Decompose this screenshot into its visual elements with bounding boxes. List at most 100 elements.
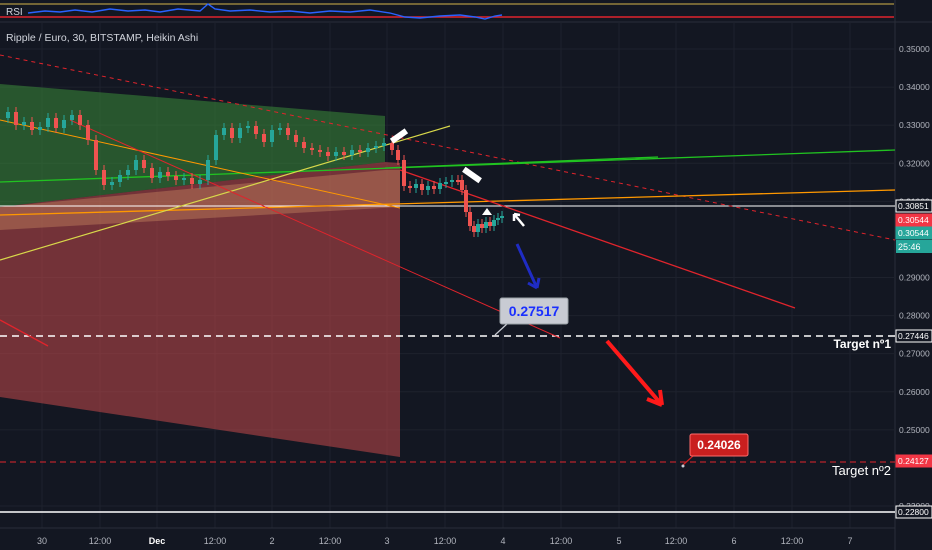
candle-body xyxy=(350,150,354,155)
candle-body xyxy=(198,180,202,184)
price-tag-box xyxy=(895,329,932,343)
candle-body xyxy=(334,152,338,156)
candle-body xyxy=(190,178,194,184)
candle-body xyxy=(238,128,242,138)
candle-body xyxy=(262,134,266,142)
candle-body xyxy=(420,184,424,190)
candle-body xyxy=(460,180,464,190)
candle-body xyxy=(214,135,218,160)
x-tick-label: Dec xyxy=(149,536,166,546)
candle-body xyxy=(174,176,178,180)
candle-body xyxy=(206,160,210,180)
candle-body xyxy=(102,170,106,185)
candle-body xyxy=(30,122,34,130)
price-tag-box xyxy=(895,505,932,519)
white-pointer-icon xyxy=(512,212,525,227)
green-zone xyxy=(0,84,385,207)
target2-label: Target nº2 xyxy=(832,463,891,478)
y-tick-label: 0.26000 xyxy=(899,387,930,397)
candle-body xyxy=(270,130,274,142)
y-tick-label: 0.27000 xyxy=(899,349,930,359)
candle-body xyxy=(358,150,362,152)
blue-arrow-icon xyxy=(515,243,541,290)
y-tick-label: 0.33000 xyxy=(899,120,930,130)
rsi-pane: RSI xyxy=(0,3,894,20)
candle-body xyxy=(496,218,500,220)
price-tag-value: 0.24127 xyxy=(898,456,929,466)
chart-title: Ripple / Euro, 30, BITSTAMP, Heikin Ashi xyxy=(6,32,198,44)
flag-marker-1 xyxy=(389,128,409,144)
price-tag-value: 0.30851 xyxy=(898,201,929,211)
candle-body xyxy=(326,152,330,156)
candle-body xyxy=(78,115,82,125)
candle-body xyxy=(396,150,400,160)
callout-value-2: 0.24026 xyxy=(697,438,741,452)
x-tick-label: 12:00 xyxy=(204,536,227,546)
x-tick-label: 12:00 xyxy=(781,536,804,546)
x-tick-label: 12:00 xyxy=(434,536,457,546)
candle-body xyxy=(414,184,418,188)
candle-body xyxy=(286,128,290,135)
candle-body xyxy=(126,170,130,175)
red-arrow-icon xyxy=(605,339,664,407)
candle-body xyxy=(488,222,492,226)
candle-body xyxy=(366,148,370,152)
y-tick-label: 0.29000 xyxy=(899,273,930,283)
x-tick-label: 30 xyxy=(37,536,47,546)
x-tick-label: 2 xyxy=(269,536,274,546)
time-axis[interactable]: 30 12:00 Dec 12:00 2 12:00 3 12:00 4 12:00 5 12:00 6… xyxy=(37,536,853,546)
candle-body xyxy=(484,222,488,228)
candle-body xyxy=(438,183,442,189)
y-tick-label: 0.28000 xyxy=(899,311,930,321)
target1-label: Target nº1 xyxy=(833,337,891,351)
candle-body xyxy=(110,182,114,185)
candle-body xyxy=(426,186,430,190)
annotations xyxy=(389,128,664,407)
price-tags: 0.30851 0.30544 0.30544 0.27446 0.24127 0.228… xyxy=(895,199,932,519)
candle-body xyxy=(86,125,90,140)
countdown-tag xyxy=(896,240,932,253)
candle-body xyxy=(134,160,138,170)
red-zone xyxy=(0,162,400,457)
candle-body xyxy=(310,148,314,150)
y-tick-label: 0.32000 xyxy=(899,158,930,168)
candle-body xyxy=(158,172,162,178)
candle-body xyxy=(142,160,146,168)
candle-body xyxy=(408,186,412,188)
x-tick-label: 12:00 xyxy=(550,536,573,546)
flag-marker-2 xyxy=(462,166,482,184)
x-tick-label: 4 xyxy=(500,536,505,546)
candle-body xyxy=(222,128,226,135)
candle-body xyxy=(118,175,122,182)
candles xyxy=(6,107,504,237)
price-tag-value: 0.30544 xyxy=(898,228,929,238)
candle-body xyxy=(278,128,282,130)
candle-body xyxy=(374,146,378,148)
x-tick-label: 6 xyxy=(731,536,736,546)
candle-body xyxy=(38,127,42,130)
price-tag-box xyxy=(895,199,932,213)
candle-body xyxy=(62,120,66,128)
candle-body xyxy=(500,216,504,218)
candle-body xyxy=(318,150,322,152)
price-tag-value: 0.27446 xyxy=(898,331,929,341)
x-tick-label: 5 xyxy=(616,536,621,546)
candle-body xyxy=(294,135,298,142)
candle-body xyxy=(166,172,170,176)
callout-2[interactable]: 0.24026 xyxy=(681,433,749,468)
candle-body xyxy=(492,220,496,226)
candle-body xyxy=(254,126,258,134)
callout-1[interactable]: 0.27517 xyxy=(494,297,569,336)
candle-body xyxy=(444,182,448,184)
candle-body xyxy=(54,118,58,128)
candle-body xyxy=(476,224,480,232)
y-tick-label: 0.35000 xyxy=(899,44,930,54)
x-tick-label: 12:00 xyxy=(665,536,688,546)
rsi-label: RSI xyxy=(6,7,23,18)
candle-body xyxy=(246,126,250,128)
candle-body xyxy=(450,180,454,182)
candle-body xyxy=(94,140,98,170)
candle-body xyxy=(150,168,154,178)
candle-body xyxy=(390,143,394,150)
